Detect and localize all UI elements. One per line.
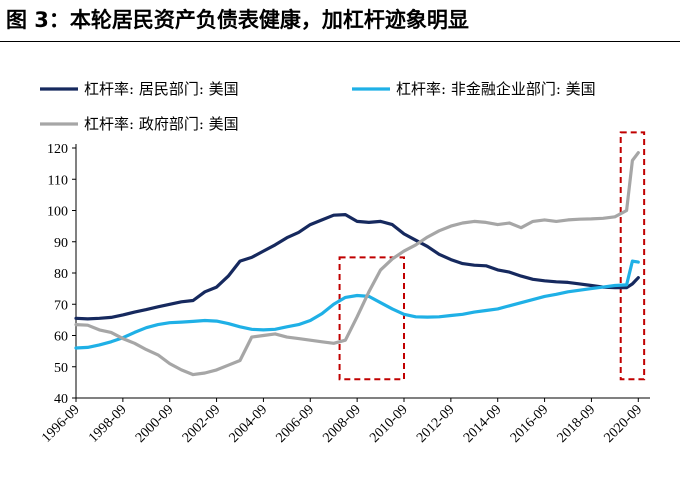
x-tick-label: 2014-09 <box>461 402 505 446</box>
x-tick-label: 1998-09 <box>86 402 130 446</box>
x-tick-label: 2012-09 <box>414 402 458 446</box>
y-tick-label: 50 <box>54 361 68 376</box>
highlight-boxes <box>338 131 646 381</box>
legend-label: 杠杆率: 居民部门: 美国 <box>84 80 239 98</box>
title-divider <box>0 41 680 42</box>
x-tick-label: 1996-09 <box>39 402 83 446</box>
y-tick-label: 120 <box>47 142 68 157</box>
x-tick-label: 2008-09 <box>320 402 364 446</box>
y-tick-label: 60 <box>54 330 68 345</box>
series-line <box>74 259 640 350</box>
y-tick-label: 100 <box>47 205 68 220</box>
x-tick-label: 2002-09 <box>180 402 224 446</box>
x-tick-label: 2006-09 <box>274 402 318 446</box>
y-tick-label: 40 <box>54 392 68 407</box>
x-tick-label: 2000-09 <box>133 402 177 446</box>
highlight-box <box>619 131 646 381</box>
x-tick-label: 2018-09 <box>555 402 599 446</box>
figure-title: 图 3：本轮居民资产负债表健康，加杠杆迹象明显 <box>6 8 469 32</box>
x-tick-label: 2010-09 <box>367 402 411 446</box>
legend-label: 杠杆率: 非金融企业部门: 美国 <box>396 80 596 98</box>
x-tick-label: 2020-09 <box>602 402 646 446</box>
y-tick-label: 70 <box>54 298 68 313</box>
highlight-box <box>338 256 406 381</box>
x-tick-label: 2004-09 <box>227 402 271 446</box>
y-tick-label: 90 <box>54 236 68 251</box>
series-line <box>74 213 640 321</box>
series-line <box>74 151 640 377</box>
y-tick-label: 110 <box>48 173 68 188</box>
y-tick-label: 80 <box>54 267 68 282</box>
series-lines <box>74 151 640 377</box>
legend-label: 杠杆率: 政府部门: 美国 <box>84 115 239 133</box>
x-tick-label: 2016-09 <box>508 402 552 446</box>
